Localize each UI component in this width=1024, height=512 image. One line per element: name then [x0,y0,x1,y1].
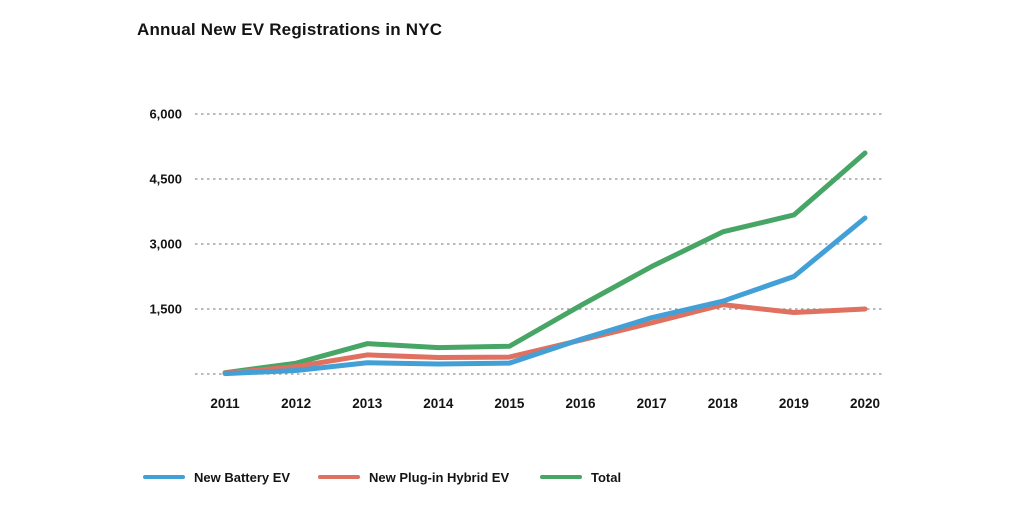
x-axis-label: 2017 [637,396,667,411]
y-axis-label: 6,000 [149,107,182,122]
y-axis-label: 3,000 [149,237,182,252]
legend-swatch-new-battery-ev [143,475,185,479]
series-line-total [222,150,868,376]
series-line-new-battery-ev [222,215,868,377]
x-axis-label: 2012 [281,396,311,411]
x-axis-label: 2020 [850,396,880,411]
x-axis-label: 2016 [566,396,597,411]
x-axis-label: 2013 [352,396,383,411]
legend-swatch-new-plug-in-hybrid-ev [318,475,360,479]
x-axis-label: 2018 [708,396,739,411]
legend-item-new-battery-ev: New Battery EV [143,468,290,486]
x-axis-label: 2014 [423,396,454,411]
legend-item-new-plug-in-hybrid-ev: New Plug-in Hybrid EV [318,468,509,486]
series-line-new-plug-in-hybrid-ev [222,302,868,376]
legend-swatch-total [540,475,582,479]
y-axis-label: 4,500 [149,172,182,187]
legend-label: New Battery EV [194,469,291,485]
y-axis-label: 1,500 [149,302,182,317]
x-axis-label: 2019 [779,396,809,411]
legend-label: New Plug-in Hybrid EV [369,469,510,485]
x-axis-label: 2011 [210,396,240,411]
legend-item-total: Total [540,468,621,486]
x-axis-label: 2015 [494,396,525,411]
legend-label: Total [591,469,622,485]
chart-title: Annual New EV Registrations in NYC [137,20,443,39]
legend: New Battery EV New Plug-in Hybrid EV Tot… [0,468,1024,488]
